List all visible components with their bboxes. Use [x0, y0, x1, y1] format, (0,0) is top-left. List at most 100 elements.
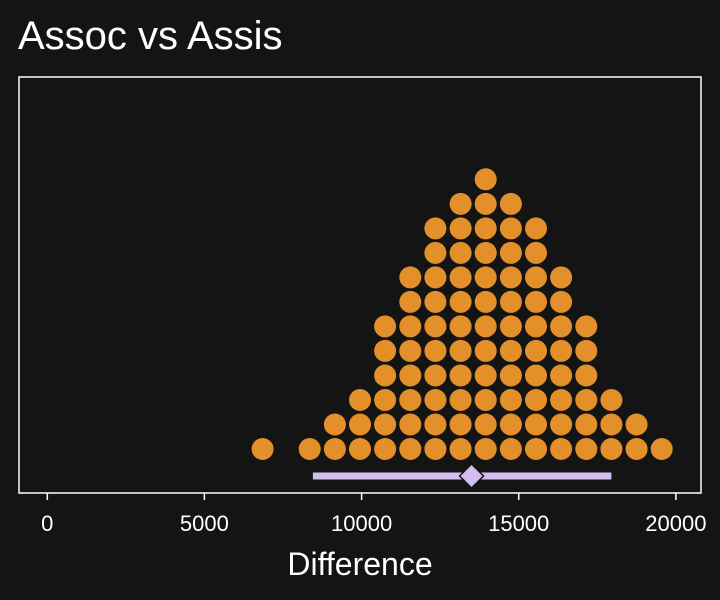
chart-title: Assoc vs Assis [18, 14, 283, 58]
data-dot [374, 339, 397, 362]
data-dot [474, 364, 497, 387]
x-tick-label: 0 [41, 511, 53, 536]
data-dot [349, 389, 371, 411]
dots-layer [251, 168, 673, 460]
data-dot [474, 389, 497, 411]
data-dot [525, 315, 547, 338]
data-dot [399, 389, 422, 411]
x-tick-label: 10000 [331, 511, 392, 536]
data-dot [525, 241, 547, 264]
data-dot [374, 389, 397, 411]
data-dot [424, 413, 447, 436]
data-dot [499, 241, 522, 264]
data-dot [550, 339, 573, 362]
data-dot [449, 389, 472, 411]
data-dot [449, 438, 472, 460]
data-dot [625, 413, 648, 436]
data-dot [474, 241, 497, 264]
data-dot [550, 389, 573, 411]
data-dot [499, 413, 522, 436]
data-dot [424, 389, 447, 411]
data-dot [525, 389, 547, 411]
data-dot [575, 413, 598, 436]
data-dot [525, 413, 547, 436]
data-dot [399, 315, 422, 338]
data-dot [600, 438, 623, 460]
data-dot [424, 315, 447, 338]
x-tick-label: 20000 [645, 511, 706, 536]
data-dot [525, 339, 547, 362]
data-dot [449, 266, 472, 289]
data-dot [575, 438, 598, 460]
data-dot [474, 217, 497, 240]
data-dot [449, 315, 472, 338]
data-dot [499, 389, 522, 411]
data-dot [399, 438, 422, 460]
data-dot [323, 438, 346, 460]
data-dot [575, 364, 598, 387]
data-dot [449, 217, 472, 240]
data-dot [349, 438, 371, 460]
data-dot [374, 438, 397, 460]
data-dot [550, 315, 573, 338]
data-dot [575, 389, 598, 411]
data-dot [525, 266, 547, 289]
data-dot [424, 266, 447, 289]
data-dot [424, 217, 447, 240]
x-tick-label: 5000 [180, 511, 229, 536]
data-dot [499, 364, 522, 387]
data-dot [474, 168, 497, 191]
data-dot [424, 438, 447, 460]
data-dot [550, 413, 573, 436]
x-tick-label: 15000 [488, 511, 549, 536]
data-dot [399, 266, 422, 289]
data-dot [449, 339, 472, 362]
data-dot [499, 315, 522, 338]
data-dot [499, 290, 522, 313]
data-dot [374, 315, 397, 338]
data-dot [374, 413, 397, 436]
data-dot [499, 438, 522, 460]
x-axis-label: Difference [287, 546, 432, 582]
data-dot [399, 290, 422, 313]
data-dot [550, 364, 573, 387]
x-axis: 0 5000 10000 15000 20000 [41, 493, 706, 536]
data-dot [499, 192, 522, 215]
data-dot [499, 266, 522, 289]
data-dot [474, 192, 497, 215]
data-dot [449, 413, 472, 436]
data-dot [499, 217, 522, 240]
data-dot [650, 438, 673, 460]
interval-layer [312, 462, 612, 490]
data-dot [424, 290, 447, 313]
data-dot [625, 438, 648, 460]
data-dot [449, 364, 472, 387]
data-dot [449, 192, 472, 215]
data-dot [525, 217, 547, 240]
data-dot [251, 438, 274, 460]
data-dot [525, 290, 547, 313]
data-dot [474, 438, 497, 460]
data-dot [449, 241, 472, 264]
point-estimate-marker [458, 462, 485, 490]
data-dot [575, 315, 598, 338]
data-dot [399, 339, 422, 362]
data-dot [474, 315, 497, 338]
data-dot [499, 339, 522, 362]
data-dot [525, 438, 547, 460]
data-dot [550, 438, 573, 460]
data-dot [600, 413, 623, 436]
data-dot [600, 389, 623, 411]
data-dot [424, 364, 447, 387]
data-dot [474, 266, 497, 289]
data-dot [424, 339, 447, 362]
data-dot [474, 413, 497, 436]
data-dot [550, 266, 573, 289]
data-dot [474, 339, 497, 362]
data-dot [474, 290, 497, 313]
data-dot [550, 290, 573, 313]
data-dot [424, 241, 447, 264]
data-dot [399, 364, 422, 387]
